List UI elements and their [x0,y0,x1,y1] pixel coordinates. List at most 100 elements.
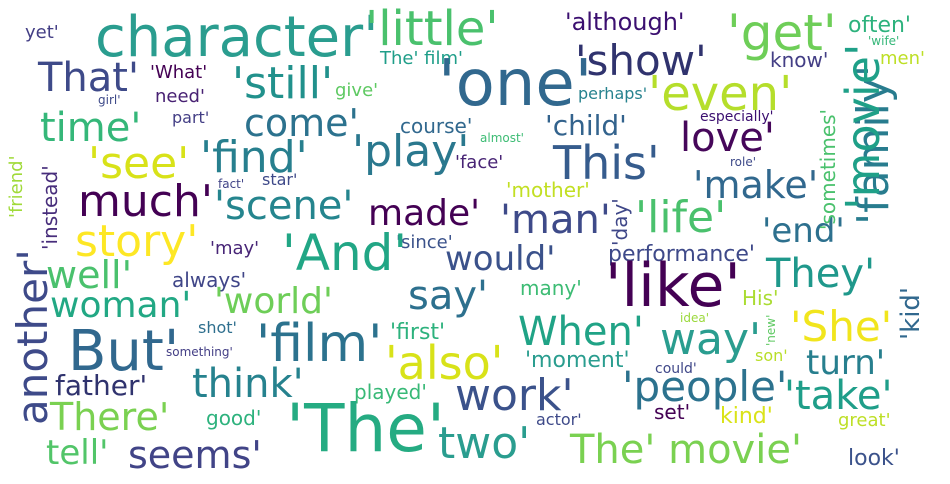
word-show: 'show' [575,36,707,85]
word-get: 'get' [727,4,837,62]
word-instead: 'instead' [38,165,62,250]
word-many: many' [520,276,582,300]
word-could: could' [655,361,697,377]
word-character: character' [95,5,379,70]
word-when: When' [518,309,644,355]
word-well: well' [46,253,133,297]
word-may: 'may' [210,238,260,259]
word-the-film: The' film' [380,48,463,69]
word-friend: 'friend' [6,155,27,218]
word-play: 'play' [352,126,470,177]
word-this: This' [553,136,660,190]
word-always: always' [172,268,247,292]
word-fact: fact' [218,177,245,191]
word-shot: shot' [198,318,237,337]
word-they: They' [766,251,876,297]
word-what: 'What' [150,62,208,83]
word-turn: turn' [806,343,886,383]
word-movie: 'movie' [836,43,890,210]
word-son: son' [755,346,788,365]
word-film: 'film' [256,314,383,374]
word-day: 'day' [608,198,632,246]
word-one: 'one' [438,47,593,121]
word-course: course' [400,114,473,138]
word-role: role' [730,155,757,169]
word-the-movie: The' movie' [570,427,802,473]
word-find: 'find' [200,132,308,183]
word-especially: especially' [700,109,774,125]
word-his: His' [742,286,779,310]
word-world: 'world' [214,281,333,322]
word-but: But' [68,319,180,384]
word-say: say' [408,273,489,319]
word-make: 'make' [693,163,819,207]
word-child: 'child' [545,109,627,142]
word-come: come' [244,101,359,145]
word-played: played' [354,380,427,404]
word-men: men' [880,48,925,69]
word-made: made' [368,193,481,234]
word-work: work' [455,370,574,421]
word-wife: 'wife' [868,34,900,48]
word-yet: yet' [25,22,59,43]
word-father: father' [55,369,148,402]
word-like: 'like' [605,251,741,321]
word-something: something' [166,345,233,359]
word-scene: 'scene' [214,183,354,229]
word-love: love' [680,115,775,161]
word-woman: woman' [50,285,192,326]
word-also: 'also' [385,336,504,390]
word-know: know' [770,48,829,72]
word-set: set' [654,400,691,424]
word-need: need' [155,86,205,107]
word-face: 'face' [455,152,504,173]
word-life: 'life' [635,192,727,243]
word-and: 'And' [282,224,408,282]
word-idea: idea' [680,311,709,325]
word-would: would' [445,239,556,279]
word-tell: tell' [46,433,109,473]
word-still: 'still' [232,58,334,109]
word-girl: girl' [98,93,121,107]
word-see: 'see' [88,138,190,189]
word-even: 'even' [648,66,793,122]
word-good: good' [206,406,262,430]
word-end: 'end' [762,211,845,251]
word-take: 'take' [784,373,893,419]
word-give: give' [335,80,379,101]
word-often: often' [848,13,911,38]
word-story: story' [75,216,199,267]
word-actor: actor' [536,410,582,429]
word-mother: 'mother' [506,178,590,202]
word-way: way' [660,314,762,365]
word-star: star' [262,170,298,189]
word-although: 'although' [565,8,685,36]
word-seems: seems' [128,433,262,477]
word-performance: performance' [608,242,755,267]
word-moment: 'moment' [525,348,630,373]
word-new: 'new' [764,314,778,346]
word-she: 'She' [790,302,893,351]
word-the: 'The' [286,390,446,467]
word-time: time' [40,105,142,151]
word-since: 'since' [396,232,453,253]
word-that: That' [38,55,139,101]
word-another: another' [8,249,57,425]
word-there: There' [50,395,170,439]
word-perhaps: perhaps' [578,84,648,103]
word-great: great' [838,410,891,431]
word-two: two' [438,418,531,469]
word-kind: kind' [720,404,773,429]
word-much: much' [78,176,213,227]
word-look: look' [848,446,900,471]
word-kid: 'kid' [896,286,926,340]
word-part: part' [172,108,210,127]
word-people: 'people' [622,362,788,411]
word-first: 'first' [390,320,446,345]
word-sometimes: 'sometimes' [816,108,840,230]
word-man: 'man' [500,197,611,243]
word-little: 'little' [365,1,499,57]
word-almost: almost' [480,131,524,145]
word-think: think' [192,361,304,407]
